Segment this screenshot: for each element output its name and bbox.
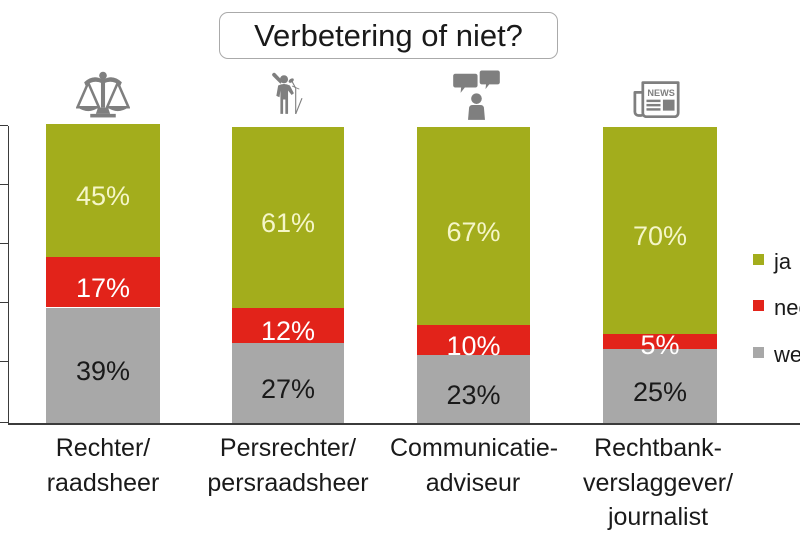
svg-text:NEWS: NEWS <box>647 88 674 98</box>
